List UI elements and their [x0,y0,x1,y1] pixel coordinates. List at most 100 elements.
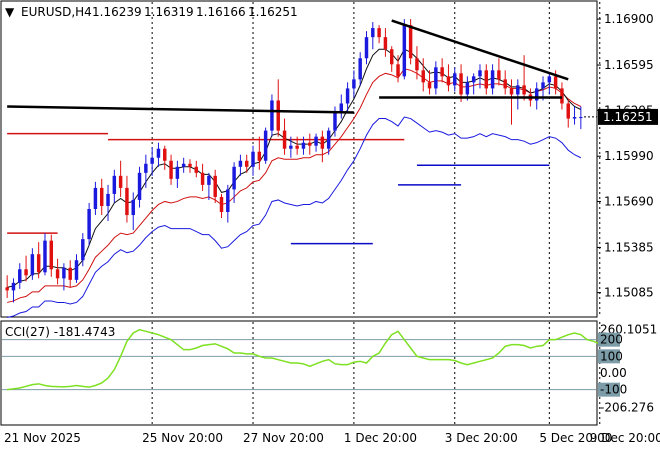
time-tick-label: 5 Dec 20:00 [539,431,612,445]
candle-body [490,70,495,89]
candle-body [459,73,463,95]
candle-body [345,88,350,104]
candle-body [99,187,104,206]
candle-body [232,166,236,190]
candle-body [68,267,72,280]
candlestick-series [5,19,583,303]
price-tick-label: 1.15990 [604,149,654,163]
candle-body [308,142,312,146]
candle-body [509,88,514,95]
candle-body [169,160,173,179]
candle-body [276,100,280,131]
candle-body [427,82,432,89]
candle-body [396,64,400,77]
candle-body [377,28,381,38]
candle-body [453,73,457,86]
candle-body [402,25,407,77]
time-tick-label: 21 Nov 2025 [4,431,81,445]
price-tick-label: 1.16900 [604,12,654,26]
cci-tick-label: 0.00 [600,366,627,380]
candle-body [282,130,287,149]
candle-body [547,76,552,83]
candle-body [18,269,22,283]
candle-body [175,166,180,179]
vertical-grid [151,2,601,424]
candle-body [434,67,438,89]
cci-tick-label: -206.276 [600,400,654,414]
candle-body [213,175,217,197]
candle-body [238,160,243,167]
candle-body [194,166,199,173]
candle-body [566,103,570,119]
cci-tick-label: 100 [600,349,623,363]
candle-body [11,282,16,291]
candle-body [383,37,388,50]
candle-body [93,187,98,209]
candle-body [358,58,362,80]
candle-body [541,82,545,89]
current-price-tag [598,108,658,125]
candle-body [106,193,110,206]
time-tick-label: 1 Dec 20:00 [344,431,417,445]
candle-body [125,187,129,216]
candle-body [421,70,425,83]
candle-body [516,85,520,95]
high-value: 1.16319 [144,5,194,19]
candle-body [150,157,154,164]
candle-body [534,88,539,101]
open-value: 1.16239 [92,5,142,19]
candle-body [314,136,318,146]
candle-body [471,76,476,83]
candle-body [81,239,85,261]
candle-body [446,76,451,86]
price-tick-label: 1.15690 [604,194,654,208]
candle-body [226,189,230,213]
candle-body [497,70,501,80]
candle-body [320,136,325,149]
candle-body [36,254,41,273]
candle-body [333,112,337,131]
lower-band-line [7,116,582,319]
trend-lines [7,19,569,114]
price-tick-label: 1.15085 [604,286,654,300]
price-axis: 1.169001.165951.162951.159901.156901.153… [584,12,658,300]
candle-body [181,163,186,167]
candle-body [156,148,161,158]
candle-body [137,172,142,200]
wedge-top-trendline [391,19,569,81]
candle-body [440,67,444,77]
candle-body [553,76,558,89]
candle-body [389,49,394,65]
cci-tick-label: -100 [600,383,627,397]
candle-body [244,160,249,167]
candle-body [118,175,123,188]
time-tick-label: 27 Nov 20:00 [243,431,324,445]
current-price-label: 1.16251 [603,110,653,124]
candle-body [326,130,331,149]
cci-line [7,328,607,391]
candle-body [112,175,117,194]
collapse-arrow-icon[interactable]: ▼ [5,5,15,19]
candle-body [263,130,268,161]
candle-body [257,151,262,161]
candle-body [24,269,28,276]
price-panel-frame [0,0,598,318]
horizontal-lines [7,132,550,245]
candle-body [163,148,167,161]
candle-body [55,269,60,279]
candle-body [251,151,255,167]
candle-body [219,196,224,213]
candle-body [522,85,526,95]
candle-body [465,82,470,95]
time-axis: 21 Nov 2025 25 Nov 20:00 27 Nov 20:00 1 Dec… [4,431,660,445]
candle-body [74,260,79,280]
time-tick-label: 9 Dec 20:00 [590,431,660,445]
price-tick-label: 1.15385 [604,240,654,254]
candle-body [131,199,135,216]
candle-body [289,145,293,149]
candle-body [408,25,413,59]
cci-level-tag [598,332,620,347]
time-tick-label: 25 Nov 20:00 [142,431,223,445]
cci-level-tag [598,382,620,397]
